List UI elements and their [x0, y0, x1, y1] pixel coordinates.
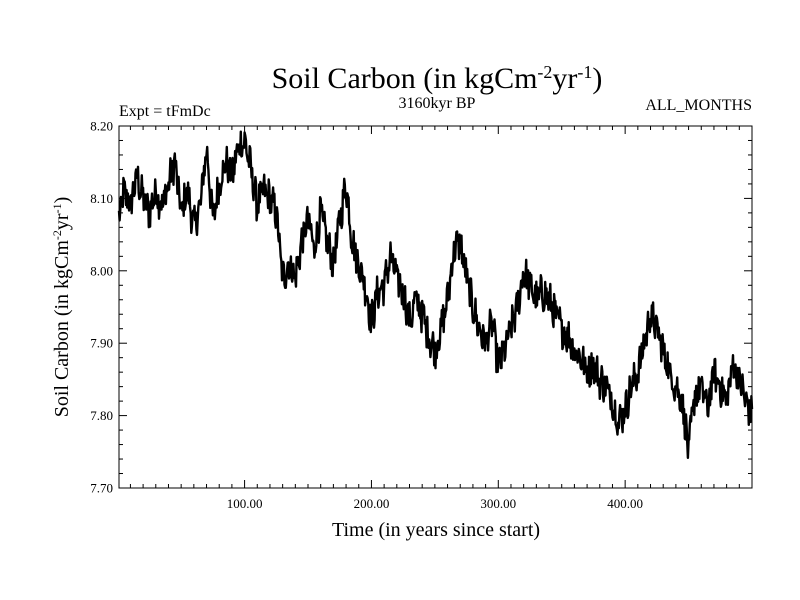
y-tick-label: 8.00 — [90, 263, 113, 278]
chart-title-sup2: -1 — [577, 62, 592, 82]
plot-frame — [118, 125, 753, 489]
y-axis-label-sup1: -2 — [50, 230, 64, 240]
x-tick-label: 300.00 — [480, 496, 516, 511]
y-axis-label-main: Soil Carbon (in kgCm — [51, 240, 73, 418]
x-tick-label: 200.00 — [354, 496, 390, 511]
y-axis-label-end: ) — [51, 197, 73, 204]
x-axis-label: Time (in years since start) — [332, 519, 540, 541]
chart-title-main: Soil Carbon (in kgCm — [272, 62, 538, 95]
x-tick-labels: 100.00 200.00 300.00 400.00 — [227, 496, 643, 511]
y-tick-label: 8.10 — [90, 191, 113, 206]
y-tick-label: 8.20 — [90, 119, 113, 134]
y-tick-marks — [119, 125, 752, 489]
y-tick-label: 7.90 — [90, 336, 113, 351]
x-tick-label: 100.00 — [227, 496, 263, 511]
y-tick-labels: 7.70 7.80 7.90 8.00 8.10 8.20 — [90, 119, 113, 496]
series-line-soil-carbon — [117, 130, 754, 459]
y-axis-label: Soil Carbon (in kgCm-2yr-1) — [50, 197, 73, 418]
chart-title-end: ) — [592, 62, 602, 95]
x-tick-label: 400.00 — [607, 496, 643, 511]
chart-title: Soil Carbon (in kgCm-2yr-1) — [272, 62, 603, 95]
x-tick-marks — [129, 126, 740, 488]
y-tick-label: 7.80 — [90, 408, 113, 423]
y-tick-label: 7.70 — [90, 481, 113, 496]
subtitle-period: 3160kyr BP — [399, 95, 476, 112]
y-axis-label-mid: yr — [51, 213, 73, 230]
y-axis-label-sup2: -1 — [50, 203, 64, 213]
subtitle-months: ALL_MONTHS — [645, 97, 752, 114]
chart-title-mid: yr — [552, 62, 577, 95]
subtitle-experiment: Expt = tFmDc — [119, 103, 211, 120]
chart-title-sup1: -2 — [537, 62, 552, 82]
